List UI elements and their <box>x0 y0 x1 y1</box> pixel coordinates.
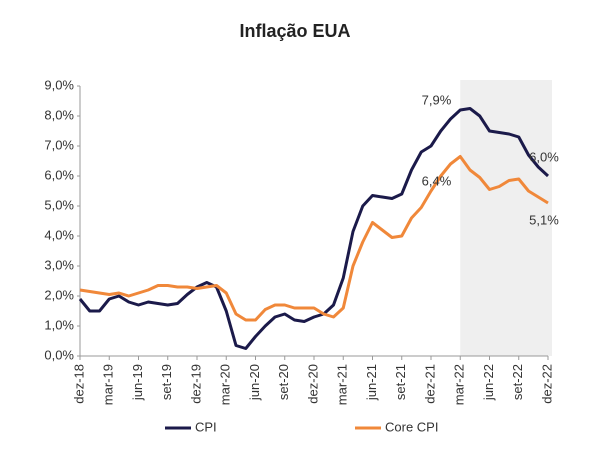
y-tick-label: 5,0% <box>44 197 74 212</box>
x-tick-label: dez-21 <box>422 364 437 404</box>
y-tick-label: 2,0% <box>44 287 74 302</box>
x-tick-label: set-21 <box>393 364 408 400</box>
highlight-region <box>460 80 552 356</box>
x-tick-label: jun-19 <box>130 364 145 401</box>
data-label: 5,1% <box>529 212 559 227</box>
x-tick-label: dez-18 <box>71 364 86 404</box>
y-tick-label: 7,0% <box>44 137 74 152</box>
data-label: 7,9% <box>422 92 452 107</box>
x-tick-label: jun-20 <box>247 364 262 401</box>
x-tick-label: set-20 <box>276 364 291 400</box>
x-tick-label: dez-22 <box>539 364 554 404</box>
y-tick-label: 6,0% <box>44 167 74 182</box>
x-tick-label: mar-20 <box>218 364 233 405</box>
x-tick-label: dez-20 <box>305 364 320 404</box>
data-label: 6,0% <box>529 149 559 164</box>
x-tick-label: jun-21 <box>364 364 379 401</box>
y-tick-label: 1,0% <box>44 317 74 332</box>
x-tick-label: jun-22 <box>481 364 496 401</box>
y-tick-label: 3,0% <box>44 257 74 272</box>
legend-label: Core CPI <box>385 419 438 434</box>
series-line <box>78 107 550 350</box>
legend-label: CPI <box>195 419 217 434</box>
x-tick-label: mar-22 <box>452 364 467 405</box>
x-tick-label: mar-21 <box>335 364 350 405</box>
y-tick-label: 4,0% <box>44 227 74 242</box>
y-tick-label: 8,0% <box>44 107 74 122</box>
y-tick-label: 0,0% <box>44 347 74 362</box>
x-tick-label: mar-19 <box>101 364 116 405</box>
series-line <box>79 155 549 322</box>
chart-title: Inflação EUA <box>239 21 350 41</box>
x-tick-label: dez-19 <box>188 364 203 404</box>
data-label: 6,4% <box>422 173 452 188</box>
x-tick-label: set-22 <box>510 364 525 400</box>
x-tick-label: set-19 <box>159 364 174 400</box>
y-tick-label: 9,0% <box>44 77 74 92</box>
